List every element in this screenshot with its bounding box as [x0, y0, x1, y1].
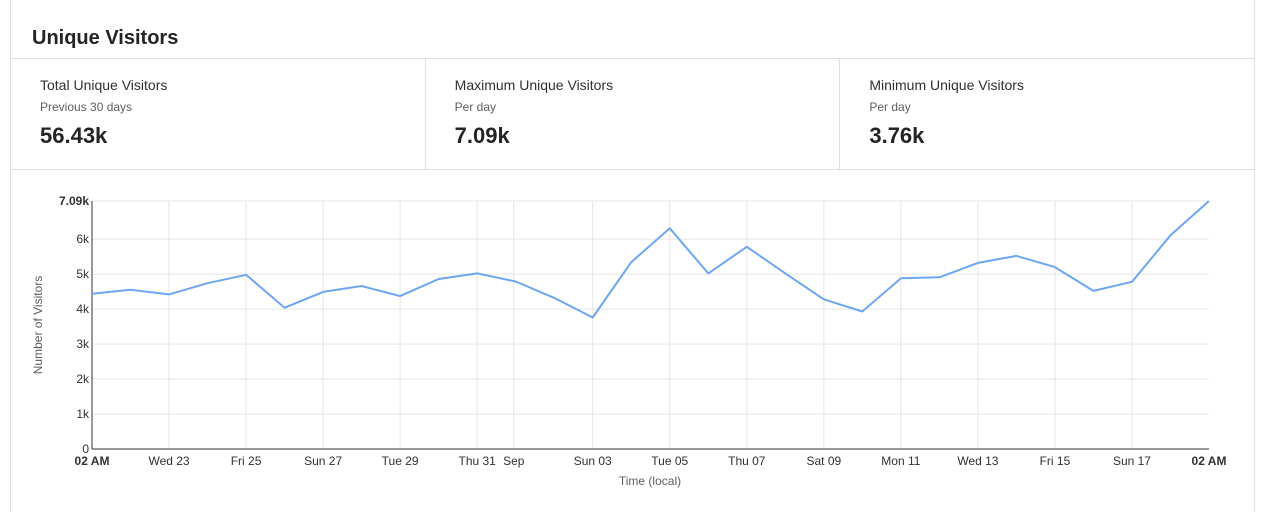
stat-minimum-sub: Per day [869, 100, 911, 114]
y-tick-label: 7.09k [59, 194, 89, 208]
x-tick-label: Sun 17 [1113, 454, 1151, 468]
data-point[interactable] [667, 225, 673, 231]
stat-total: Total Unique Visitors Previous 30 days 5… [11, 59, 426, 169]
y-tick-label: 3k [76, 337, 90, 351]
stats-row: Total Unique Visitors Previous 30 days 5… [11, 58, 1254, 170]
data-point[interactable] [1167, 232, 1173, 238]
grid-layer [92, 200, 1209, 449]
data-point[interactable] [898, 275, 904, 281]
x-tick-label: Sun 27 [304, 454, 342, 468]
data-point[interactable] [436, 276, 442, 282]
x-axis-title: Time (local) [619, 474, 681, 488]
label-layer: 0 1k 2k 3k 4k 5k 6k 7.09k 02 AM Wed 23 Fri 25 Sun 2… [59, 194, 1226, 468]
data-point[interactable] [1206, 198, 1212, 204]
data-point[interactable] [513, 278, 519, 284]
y-tick-label: 6k [76, 232, 90, 246]
x-tick-label: Tue 05 [651, 454, 688, 468]
x-tick-label: Wed 13 [957, 454, 998, 468]
data-point[interactable] [590, 314, 596, 320]
data-point[interactable] [975, 260, 981, 266]
stat-maximum-label: Maximum Unique Visitors [454, 77, 614, 93]
stat-minimum-value: 3.76k [869, 123, 925, 148]
data-point[interactable] [320, 289, 326, 295]
y-tick-label: 4k [76, 302, 90, 316]
data-point[interactable] [128, 287, 134, 293]
x-tick-label: 02 AM [75, 454, 110, 468]
data-point[interactable] [782, 270, 788, 276]
y-tick-label: 2k [76, 372, 90, 386]
x-tick-label: Sep [503, 454, 525, 468]
x-tick-label: Fri 25 [231, 454, 262, 468]
x-tick-label: Sat 09 [806, 454, 841, 468]
x-tick-label: Wed 23 [148, 454, 189, 468]
data-point[interactable] [705, 270, 711, 276]
y-axis-title: Number of Visitors [31, 276, 45, 374]
stat-total-sub: Previous 30 days [40, 100, 133, 114]
stat-minimum: Minimum Unique Visitors Per day 3.76k [840, 59, 1254, 169]
data-point[interactable] [1090, 288, 1096, 294]
data-point[interactable] [1052, 264, 1058, 270]
data-point[interactable] [166, 291, 172, 297]
stat-maximum-value: 7.09k [454, 123, 510, 148]
stat-maximum: Maximum Unique Visitors Per day 7.09k [426, 59, 841, 169]
x-tick-label: Thu 07 [728, 454, 766, 468]
series-layer [89, 198, 1212, 320]
data-point[interactable] [89, 291, 95, 297]
data-point[interactable] [397, 293, 403, 299]
data-point[interactable] [359, 283, 365, 289]
stat-total-label: Total Unique Visitors [40, 77, 168, 93]
y-tick-label: 0 [82, 442, 89, 456]
stat-minimum-label: Minimum Unique Visitors [869, 77, 1024, 93]
data-point[interactable] [1129, 279, 1135, 285]
data-point[interactable] [859, 309, 865, 315]
x-tick-label: Fri 15 [1040, 454, 1071, 468]
unique-visitors-card: Unique Visitors Total Unique Visitors Pr… [10, 0, 1255, 512]
x-tick-label: Sun 03 [574, 454, 612, 468]
data-point[interactable] [744, 244, 750, 250]
stat-total-value: 56.43k [40, 123, 108, 148]
data-point[interactable] [551, 295, 557, 301]
data-point[interactable] [821, 296, 827, 302]
stat-maximum-sub: Per day [454, 100, 497, 114]
y-tick-label: 5k [76, 267, 90, 281]
axis-layer [91, 201, 1209, 450]
series-line [91, 200, 1210, 319]
data-point[interactable] [243, 272, 249, 278]
card-title: Unique Visitors [32, 27, 179, 49]
y-tick-label: 1k [76, 407, 90, 421]
x-tick-label: Mon 11 [881, 454, 920, 468]
x-tick-label: 02 AM [1192, 454, 1227, 468]
data-point[interactable] [205, 280, 211, 286]
data-point[interactable] [628, 259, 634, 265]
x-tick-label: Tue 29 [382, 454, 419, 468]
data-point[interactable] [282, 305, 288, 311]
data-point[interactable] [474, 270, 480, 276]
data-point[interactable] [1013, 253, 1019, 259]
data-point[interactable] [936, 274, 942, 280]
x-tick-label: Thu 31 [458, 454, 496, 468]
